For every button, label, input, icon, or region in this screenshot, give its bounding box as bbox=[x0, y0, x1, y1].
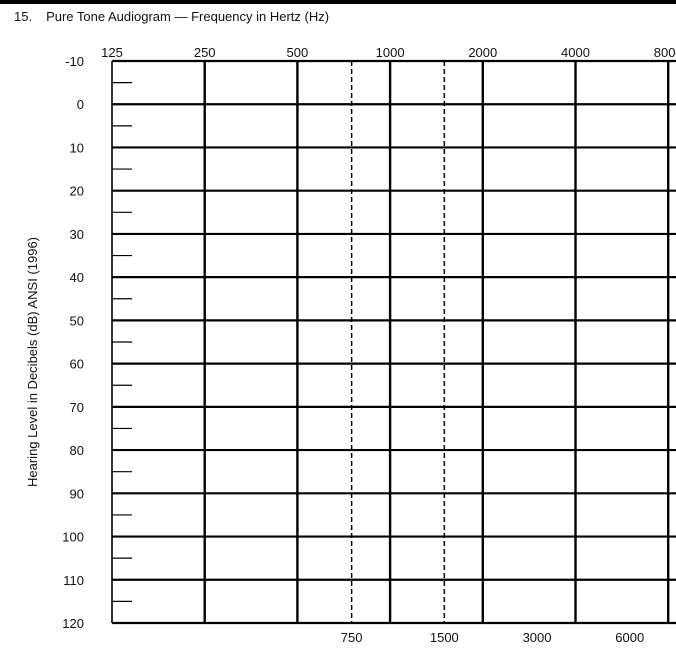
y-axis-label: Hearing Level in Decibels (dB) ANSI (199… bbox=[25, 237, 40, 487]
grid-layer bbox=[111, 59, 676, 625]
x-tick-label-top: 125 bbox=[101, 45, 123, 60]
x-tick-label-top: 500 bbox=[287, 45, 309, 60]
y-tick-label: 50 bbox=[70, 313, 84, 328]
page-title: 15. Pure Tone Audiogram — Frequency in He… bbox=[14, 9, 329, 24]
x-tick-label-top: 1000 bbox=[376, 45, 405, 60]
x-tick-label-bottom: 750 bbox=[341, 630, 363, 645]
y-tick-label: 30 bbox=[70, 227, 84, 242]
x-tick-label-top: 4000 bbox=[561, 45, 590, 60]
y-tick-label: 40 bbox=[70, 270, 84, 285]
y-tick-label: 90 bbox=[70, 486, 84, 501]
y-tick-label: 80 bbox=[70, 443, 84, 458]
top-rule bbox=[0, 0, 676, 4]
y-tick-label: -10 bbox=[65, 54, 84, 69]
y-tick-label: 0 bbox=[77, 97, 84, 112]
y-tick-label: 10 bbox=[70, 140, 84, 155]
x-tick-label-top: 250 bbox=[194, 45, 216, 60]
y-tick-label: 100 bbox=[62, 530, 84, 545]
audiogram-title: Pure Tone Audiogram — Frequency in Hertz… bbox=[46, 9, 330, 24]
x-tick-label-bottom: 1500 bbox=[430, 630, 459, 645]
y-tick-label: 120 bbox=[62, 616, 84, 631]
y-tick-label: 110 bbox=[63, 573, 84, 588]
y-tick-label: 70 bbox=[70, 400, 84, 415]
x-tick-label-bottom: 6000 bbox=[615, 630, 644, 645]
y-tick-label: 60 bbox=[70, 357, 84, 372]
x-tick-label-bottom: 3000 bbox=[523, 630, 552, 645]
tick-layer: 1252505001000200040008000750150030006000… bbox=[62, 45, 676, 645]
x-tick-label-top: 8000 bbox=[654, 45, 676, 60]
y-tick-label: 20 bbox=[70, 184, 84, 199]
x-tick-label-top: 2000 bbox=[468, 45, 497, 60]
item-number: 15. bbox=[14, 9, 33, 24]
